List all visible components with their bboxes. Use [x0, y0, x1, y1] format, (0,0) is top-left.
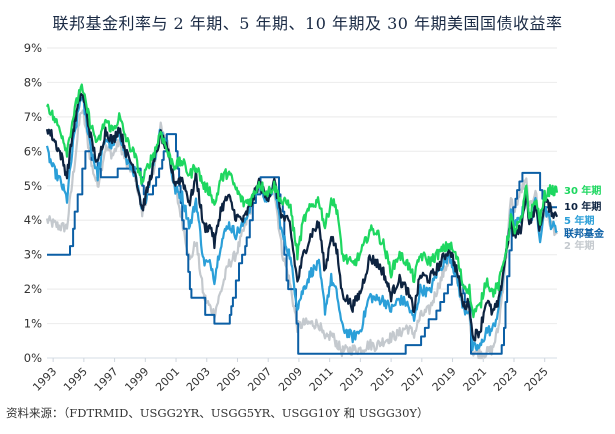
y-tick-label: 8% [24, 75, 42, 89]
x-tick-label: 1999 [122, 365, 151, 394]
y-tick-label: 4% [24, 213, 42, 227]
y-tick-label: 7% [24, 110, 42, 124]
legend-entry: 联邦基金 [564, 227, 605, 240]
y-tick-label: 3% [24, 248, 42, 262]
x-tick-label: 2001 [153, 365, 182, 394]
series-line-0 [45, 83, 559, 319]
legend-entry: 2 年期 [564, 239, 594, 252]
x-tick-label: 1995 [61, 365, 90, 394]
series-lines [45, 83, 559, 360]
y-tick-label: 6% [24, 144, 42, 158]
x-tick-label: 2013 [338, 365, 367, 394]
x-tick-label: 2021 [460, 365, 489, 394]
x-tick-label: 2011 [307, 365, 336, 394]
series-line-1 [45, 92, 559, 342]
x-tick-label: 2017 [399, 365, 428, 394]
y-tick-label: 9% [24, 41, 42, 55]
x-tick-label: 2025 [522, 365, 551, 394]
legend-entry: 5 年期 [564, 214, 594, 227]
x-tick-label: 1997 [92, 365, 121, 394]
y-tick-label: 1% [24, 317, 42, 331]
y-tick-label: 5% [24, 179, 42, 193]
legend-entry: 10 年期 [564, 200, 601, 213]
x-tick-label: 2009 [276, 365, 305, 394]
x-tick-label: 2007 [245, 365, 274, 394]
chart-title: 联邦基金利率与 2 年期、5 年期、10 年期及 30 年期美国国债收益率 [52, 14, 563, 33]
x-tick-label: 2023 [491, 365, 520, 394]
x-tick-label: 2005 [215, 365, 244, 394]
x-tick-label: 2015 [368, 365, 397, 394]
series-line-3 [47, 133, 557, 355]
legend-entry: 30 年期 [564, 184, 601, 197]
x-tick-label: 1993 [30, 365, 59, 394]
y-tick-label: 0% [24, 351, 42, 365]
x-axis: 1993 1995 1997 1999 2001 2003 2005 2007 2009 2011… [30, 358, 551, 394]
x-tick-label: 2019 [430, 365, 459, 394]
y-tick-label: 2% [24, 282, 42, 296]
y-axis: 0% 1% 2% 3% 4% 5% 6% 7% 8% 9% [24, 41, 42, 365]
source-note: 资料来源：（FDTRMID、USGG2YR、USGG5YR、USGG10Y 和 … [6, 406, 429, 420]
gridlines [47, 47, 557, 359]
x-tick-label: 2003 [184, 365, 213, 394]
